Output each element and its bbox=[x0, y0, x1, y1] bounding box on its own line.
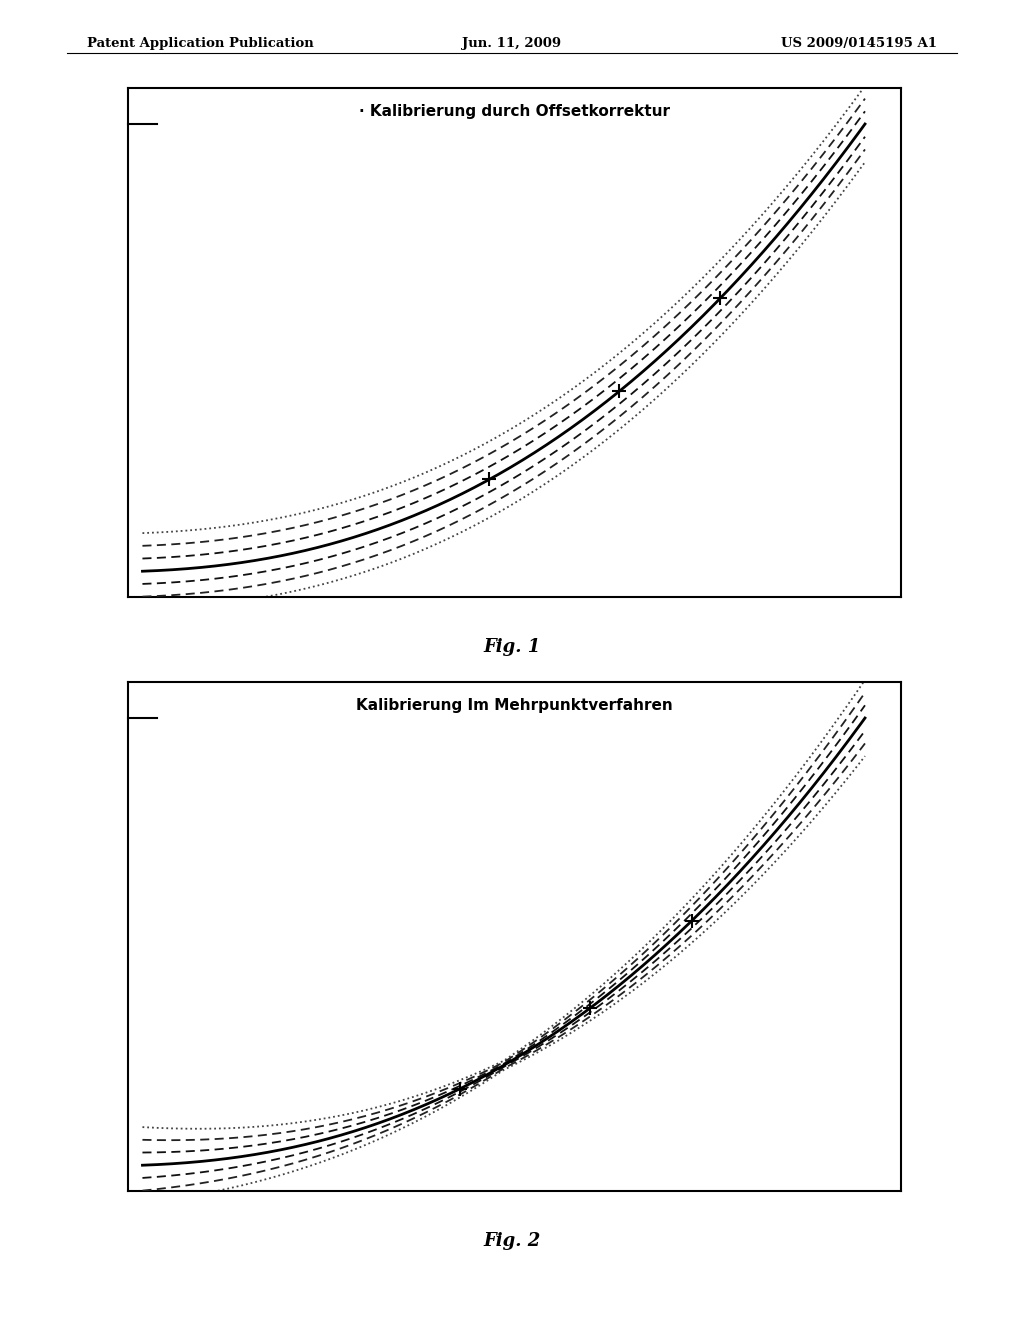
Text: Fig. 2: Fig. 2 bbox=[483, 1232, 541, 1250]
Text: Patent Application Publication: Patent Application Publication bbox=[87, 37, 313, 50]
Text: Jun. 11, 2009: Jun. 11, 2009 bbox=[463, 37, 561, 50]
Text: US 2009/0145195 A1: US 2009/0145195 A1 bbox=[781, 37, 937, 50]
Text: · Kalibrierung durch Offsetkorrektur: · Kalibrierung durch Offsetkorrektur bbox=[359, 104, 670, 119]
Text: Fig. 1: Fig. 1 bbox=[483, 638, 541, 656]
Text: Kalibrierung Im Mehrpunktverfahren: Kalibrierung Im Mehrpunktverfahren bbox=[356, 698, 673, 713]
